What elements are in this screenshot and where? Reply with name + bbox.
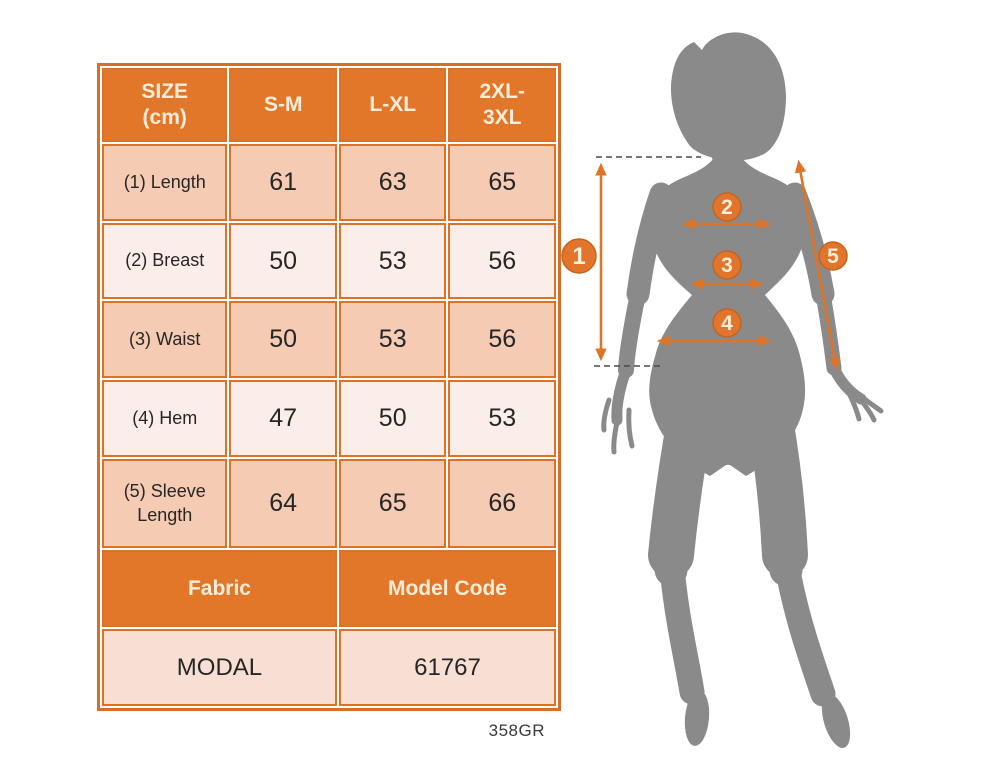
right-foot <box>821 693 851 749</box>
style-code-note: 358GR <box>488 721 545 740</box>
table-row-sleeve-length: (5) Sleeve Length 64 65 66 <box>102 458 556 549</box>
table-footer-value-row: MODAL 61767 <box>102 629 556 706</box>
svg-text:2: 2 <box>721 196 733 219</box>
model-code-value: 61767 <box>338 629 556 706</box>
size-table: SIZE (cm) S-M L-XL 2XL-3XL (1) Length 61… <box>97 63 561 711</box>
breast-l-xl: 53 <box>338 222 447 300</box>
row-label-breast: (2) Breast <box>102 222 228 300</box>
hair <box>670 32 786 161</box>
table-row-hem: (4) Hem 47 50 53 <box>102 380 556 457</box>
body-measurement-figure: 1 2 3 4 5 <box>561 32 884 749</box>
marker-2: 2 <box>712 192 742 222</box>
measurement-annotations: 1 2 3 4 5 <box>561 156 848 371</box>
svg-text:3: 3 <box>721 254 733 277</box>
waist-l-xl: 53 <box>338 301 447 379</box>
table-footer-header-row: Fabric Model Code <box>102 550 556 628</box>
hem-2xl-3xl: 53 <box>448 380 556 457</box>
left-forearm <box>618 286 646 378</box>
fabric-value: MODAL <box>102 629 337 706</box>
length-s-m: 61 <box>229 144 337 221</box>
svg-text:1: 1 <box>572 243 585 270</box>
right-finger <box>854 392 877 423</box>
hem-l-xl: 50 <box>338 380 447 457</box>
row-label-hem: (4) Hem <box>102 380 228 457</box>
sleeve-l-xl: 65 <box>338 458 447 549</box>
model-code-header: Model Code <box>338 550 556 628</box>
row-label-length: (1) Length <box>102 144 228 221</box>
marker-1: 1 <box>561 238 597 274</box>
sleeve-2xl-3xl: 66 <box>448 458 556 549</box>
left-arm <box>626 182 673 306</box>
col-header-l-xl: L-XL <box>338 68 447 142</box>
marker-3: 3 <box>712 250 742 280</box>
svg-text:5: 5 <box>827 245 839 268</box>
marker-4: 4 <box>712 308 742 338</box>
table-row-waist: (3) Waist 50 53 56 <box>102 301 556 379</box>
table-row-breast: (2) Breast 50 53 56 <box>102 222 556 300</box>
table-row-length: (1) Length 61 63 65 <box>102 144 556 221</box>
woman-silhouette <box>601 32 884 749</box>
breast-s-m: 50 <box>229 222 337 300</box>
col-header-size: SIZE (cm) <box>102 68 228 142</box>
marker-5: 5 <box>818 241 848 271</box>
left-finger <box>626 407 635 449</box>
sleeve-arrow <box>794 159 841 371</box>
table-header-row: SIZE (cm) S-M L-XL 2XL-3XL <box>102 68 556 142</box>
left-calf <box>658 542 705 705</box>
right-calf <box>772 542 836 707</box>
col-header-s-m: S-M <box>229 68 337 142</box>
waist-s-m: 50 <box>229 301 337 379</box>
right-finger <box>860 395 884 414</box>
breast-2xl-3xl: 56 <box>448 222 556 300</box>
svg-text:4: 4 <box>721 312 733 335</box>
left-foot <box>684 690 710 746</box>
sleeve-s-m: 64 <box>229 458 337 549</box>
hem-s-m: 47 <box>229 380 337 457</box>
row-label-sleeve-length: (5) Sleeve Length <box>102 458 228 549</box>
left-finger <box>611 411 622 455</box>
length-l-xl: 63 <box>338 144 447 221</box>
waist-2xl-3xl: 56 <box>448 301 556 379</box>
left-thumb <box>601 397 612 433</box>
col-header-2xl-3xl: 2XL-3XL <box>448 68 556 142</box>
row-label-waist: (3) Waist <box>102 301 228 379</box>
fabric-header: Fabric <box>102 550 337 628</box>
right-finger <box>844 386 862 422</box>
length-2xl-3xl: 65 <box>448 144 556 221</box>
